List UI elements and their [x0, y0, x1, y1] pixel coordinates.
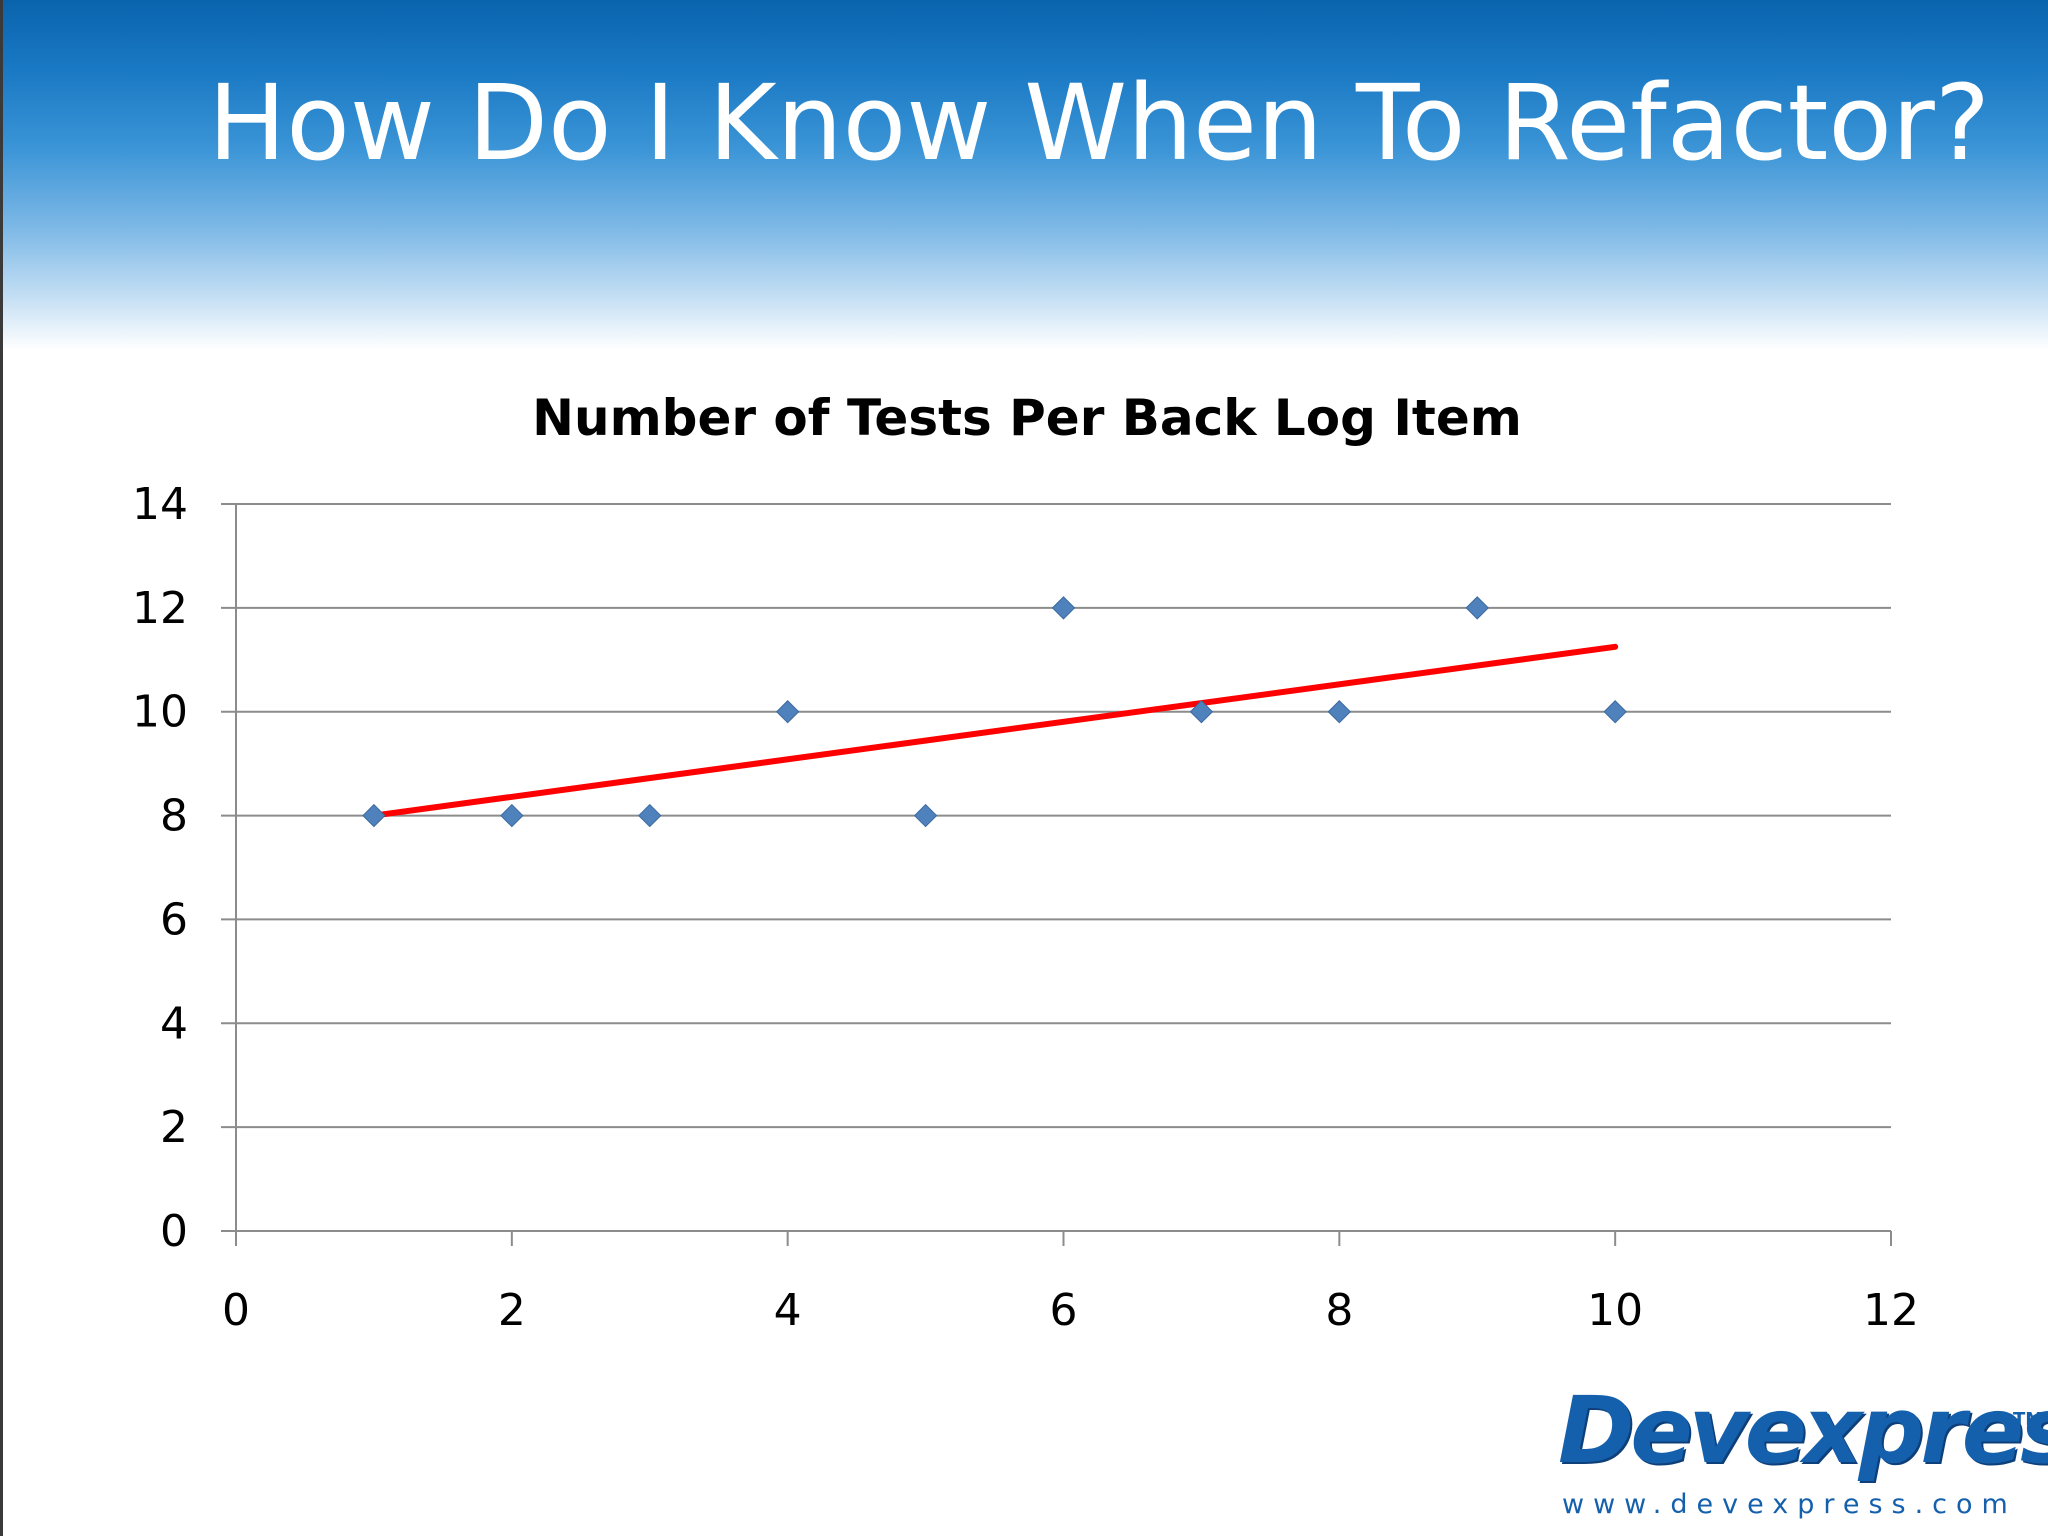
logo-url: www.devexpress.com [1562, 1489, 2017, 1520]
x-tick-label: 12 [1863, 1285, 1919, 1336]
y-tick-label: 6 [160, 894, 188, 945]
slide-title: How Do I Know When To Refactor? [208, 62, 1991, 184]
devexpress-logo: Devexpress TM www.devexpress.com [1558, 1377, 2048, 1525]
data-point [500, 803, 524, 828]
x-tick-label: 0 [222, 1285, 250, 1336]
chart-points [362, 596, 1627, 828]
y-tick-label: 12 [132, 583, 188, 634]
data-point [1189, 700, 1214, 724]
chart-axes [235, 504, 1892, 1246]
y-tick-label: 8 [160, 791, 188, 842]
trendline [370, 643, 1619, 819]
data-point [1051, 596, 1076, 620]
data-point [1603, 700, 1627, 724]
data-point [1465, 596, 1489, 620]
chart-gridlines [221, 503, 1891, 1232]
scatter-chart: Number of Tests Per Back Log Item 0 2 4 6 8 1… [132, 389, 1919, 1336]
chart-tick-labels: 0 2 4 6 8 10 12 14 0 2 4 6 8 10 12 [132, 479, 1919, 1336]
data-point [913, 803, 938, 828]
chart-title: Number of Tests Per Back Log Item [532, 389, 1522, 447]
slide-header: How Do I Know When To Refactor? [3, 0, 2048, 350]
logo-trademark: TM [2013, 1409, 2044, 1430]
data-point [775, 700, 800, 724]
x-tick-label: 4 [774, 1285, 802, 1336]
x-tick-label: 8 [1325, 1285, 1353, 1336]
y-tick-label: 0 [160, 1206, 188, 1257]
y-tick-label: 4 [160, 998, 188, 1049]
x-tick-label: 6 [1050, 1285, 1078, 1336]
data-point [362, 803, 386, 828]
y-tick-label: 2 [160, 1102, 188, 1153]
data-point [1327, 700, 1352, 724]
x-tick-label: 2 [498, 1285, 526, 1336]
y-tick-label: 10 [132, 687, 188, 738]
x-tick-label: 10 [1587, 1285, 1643, 1336]
chart-trendline-group [370, 643, 1619, 819]
y-tick-label: 14 [132, 479, 188, 530]
logo-wordmark: Devexpress [1558, 1377, 2048, 1484]
data-point [638, 803, 662, 828]
